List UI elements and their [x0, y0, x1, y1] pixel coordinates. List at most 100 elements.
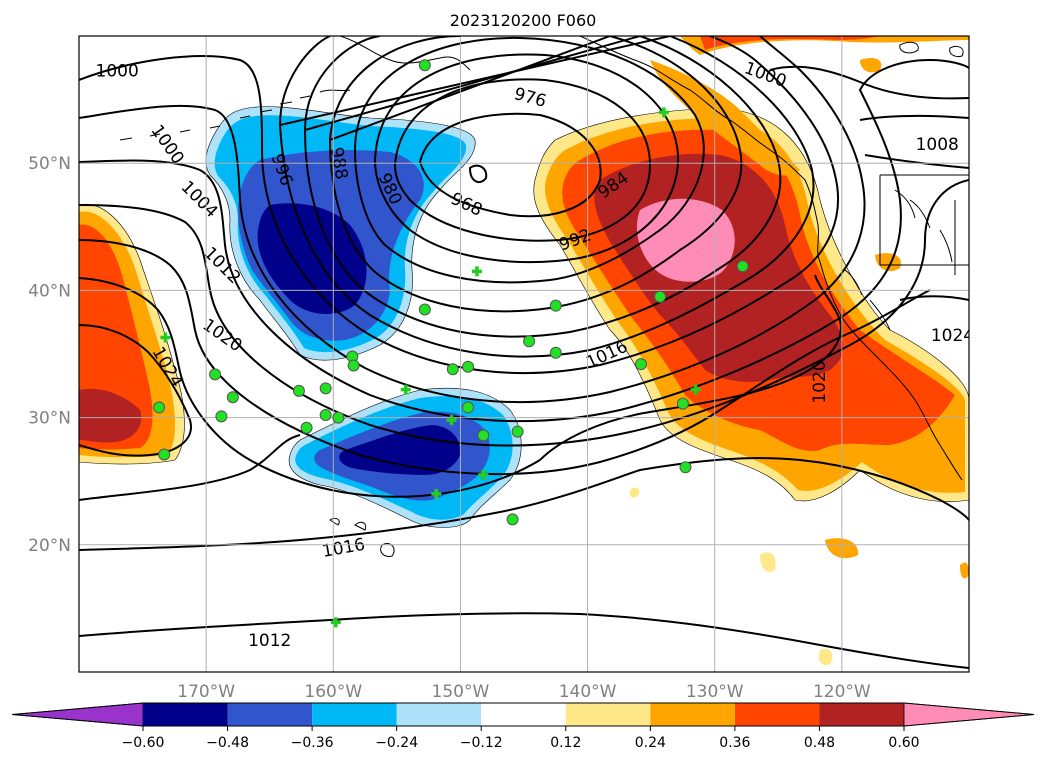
isobar-1016-south: [79, 457, 969, 551]
station-circle: [215, 410, 228, 423]
colorbar-tick-label: −0.12: [460, 735, 503, 751]
map-frame: [78, 35, 970, 673]
station-circle: [511, 425, 524, 438]
contour-label-text: 1024: [931, 326, 974, 346]
station-circle: [654, 290, 667, 303]
lon-label: 160°W: [304, 682, 362, 702]
station-circle: [153, 401, 166, 414]
station-circle: [736, 260, 749, 273]
station-circle: [158, 448, 171, 461]
colorbar-segment: [227, 703, 313, 726]
lat-label: 20°N: [28, 536, 71, 556]
contour-label-text: 1020: [810, 360, 830, 403]
station-circle: [226, 391, 239, 404]
station-circle: [679, 461, 692, 474]
contour-label-text: 1008: [916, 135, 959, 155]
contour-label: 1020: [810, 360, 830, 403]
station-circle: [676, 397, 689, 410]
isobar-996: [278, 36, 815, 358]
colorbar-tick-label: −0.48: [206, 735, 249, 751]
isobars: [79, 36, 969, 669]
contour-label: 1012: [248, 631, 291, 651]
colorbar-segment: [734, 703, 820, 726]
colorbar-segment: [312, 703, 397, 726]
lon-label: 120°W: [813, 682, 871, 702]
lat-label: 30°N: [28, 409, 71, 429]
isobar-1012-east: [864, 154, 969, 169]
station-circle: [292, 384, 305, 397]
colorbar-tick-label: 0.12: [550, 735, 581, 751]
negative-anomaly-south: [288, 387, 522, 528]
isobar-1012: [79, 179, 969, 447]
colorbar-segment: [143, 703, 228, 726]
station-plus: [431, 488, 442, 499]
isobar-984: [353, 36, 705, 284]
isobar-1024-east: [899, 295, 969, 301]
station-circle: [549, 299, 562, 312]
isobar-1000: [79, 36, 839, 375]
isobar-980: [373, 53, 680, 264]
station-circle: [462, 401, 475, 414]
colorbar-tick-label: 0.24: [635, 735, 666, 751]
station-plus: [478, 469, 489, 480]
colorbar: −0.60 −0.48 −0.36 −0.24 −0.12 0.12 0.24 0.36 0.4…: [11, 702, 1035, 751]
station-plus: [400, 384, 411, 395]
contour-label: 1000: [96, 61, 139, 81]
station-circle: [462, 360, 475, 373]
station-circle: [549, 346, 562, 359]
station-circle: [506, 513, 519, 526]
negative-anomaly-north: [205, 106, 476, 361]
longitude-labels: 170°W 160°W 150°W 140°W 130°W 120°W: [177, 682, 871, 702]
isobar-1008: [79, 58, 969, 423]
colorbar-segment: [481, 703, 566, 726]
colorbar-tick-label: −0.36: [291, 735, 334, 751]
lon-label: 150°W: [432, 682, 490, 702]
station-circle: [209, 368, 222, 381]
isobar-1020-east: [539, 274, 842, 461]
isobar-1020: [79, 277, 541, 498]
latitude-labels: 50°N 40°N 30°N 20°N: [28, 154, 71, 556]
colorbar-extend-low: [11, 702, 144, 727]
isobar-1016: [79, 239, 931, 476]
contour-label: 1008: [916, 135, 959, 155]
station-circle: [418, 59, 431, 72]
isobar-1004: [79, 36, 866, 404]
station-circle: [418, 303, 431, 316]
station-plus: [446, 415, 457, 426]
lon-label: 170°W: [177, 682, 235, 702]
colorbar-segment: [819, 703, 904, 726]
coastlines: [119, 36, 969, 557]
isobar-1008-east: [859, 114, 969, 121]
station-plus: [471, 266, 482, 277]
lon-label: 140°W: [559, 682, 617, 702]
station-plus: [160, 332, 171, 343]
colorbar-tick-label: −0.60: [122, 735, 165, 751]
station-circle: [446, 363, 459, 376]
lon-label: 130°W: [686, 682, 744, 702]
station-circle: [523, 335, 536, 348]
isobar-1000-east: [769, 65, 969, 100]
station-plus: [690, 384, 701, 395]
contour-label-text: 1000: [96, 61, 139, 81]
contour-label: 1024: [931, 326, 974, 346]
isobar-988: [328, 36, 743, 313]
lat-label: 50°N: [28, 154, 71, 174]
station-circle: [634, 358, 647, 371]
map-title: 2023120200 F060: [450, 11, 597, 30]
colorbar-extend-high: [903, 702, 1035, 727]
colorbar-segment: [650, 703, 735, 726]
isobar-1020-south: [79, 434, 301, 501]
colorbar-tick-label: 0.48: [804, 735, 835, 751]
station-circle: [347, 359, 360, 372]
station-circle: [319, 382, 332, 395]
isobar-low-center: [468, 164, 488, 184]
isobar-1012-south: [79, 612, 969, 669]
isobar-1024: [79, 324, 192, 457]
isobar-968: [418, 112, 602, 218]
gridlines: [79, 36, 969, 672]
station-plus: [658, 107, 669, 118]
colorbar-tick-label: 0.36: [719, 735, 750, 751]
station-circle: [300, 421, 313, 434]
